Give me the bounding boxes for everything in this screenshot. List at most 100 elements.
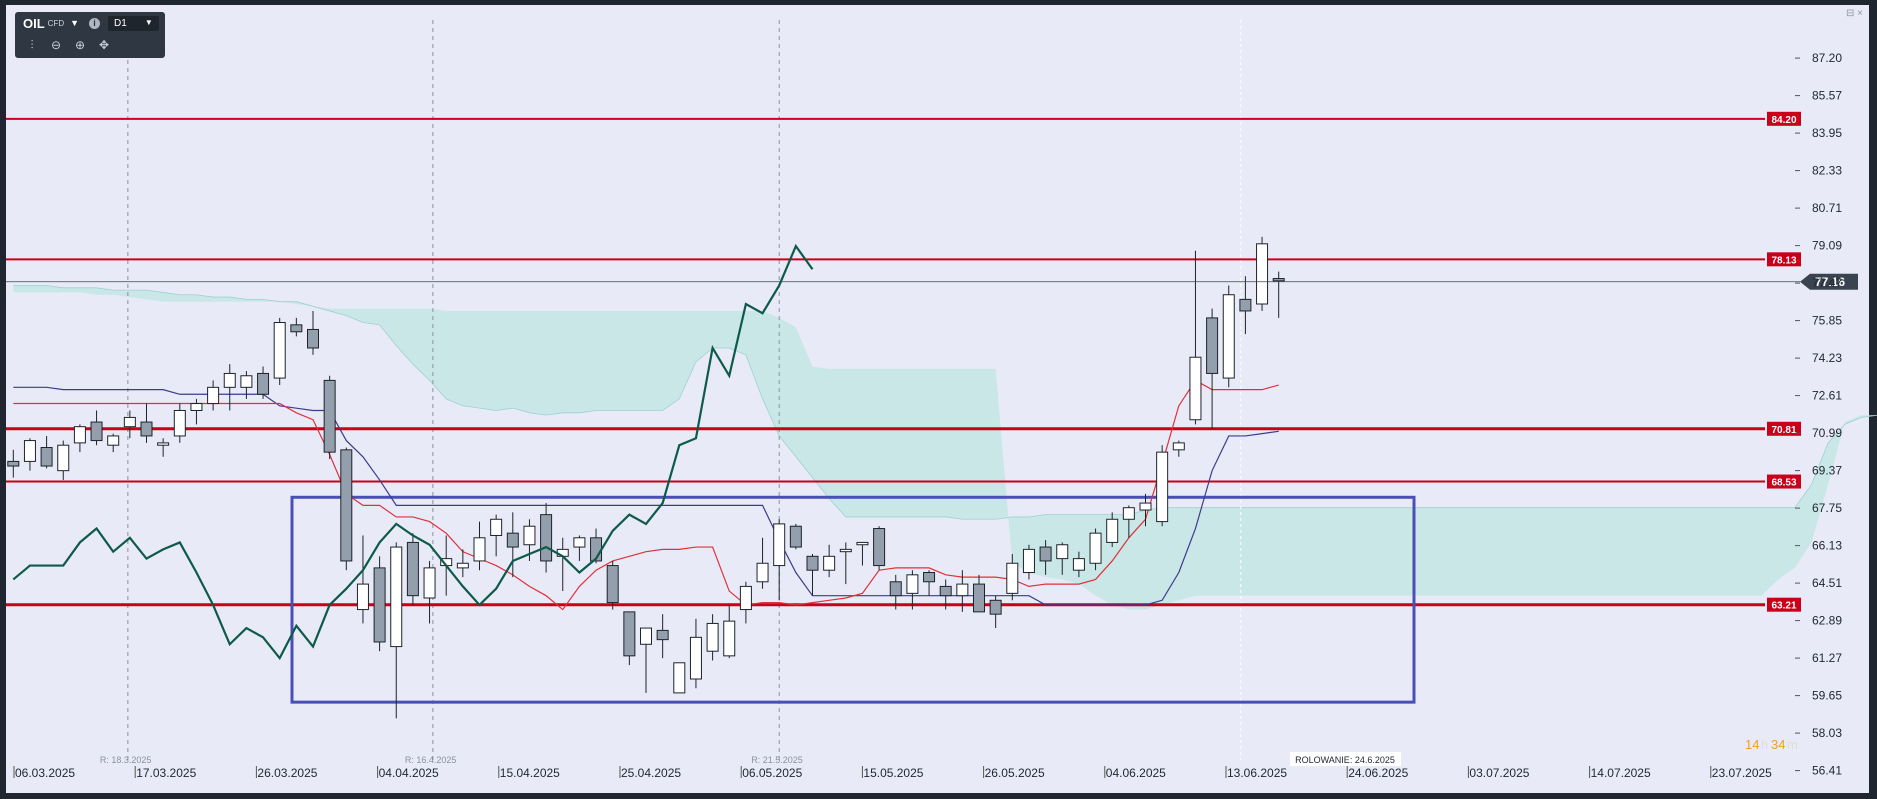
level-badge: [1767, 111, 1801, 126]
candle-down: [1272, 278, 1285, 282]
candle-down: [989, 599, 1002, 615]
candle-up: [57, 444, 70, 472]
candle-down: [1039, 546, 1052, 562]
window-controls[interactable]: ⊟ ×: [1846, 8, 1863, 19]
conversion-line: [13, 379, 1279, 611]
level-label: 63.21: [1771, 601, 1796, 612]
crosshair-icon[interactable]: ✥: [98, 38, 110, 52]
symbol-dropdown-icon[interactable]: ▼: [70, 18, 80, 28]
current-price-label: 77.16: [1815, 275, 1845, 289]
candle-up: [390, 546, 403, 648]
candle-up: [1122, 507, 1135, 520]
countdown-minutes: 34: [1771, 737, 1785, 752]
candle-down: [973, 583, 985, 613]
timeframe-label: D1: [114, 17, 127, 29]
x-tick-label: 04.04.2025: [379, 766, 439, 780]
candle-up: [1156, 451, 1169, 523]
x-tick-label: 24.06.2025: [1348, 766, 1408, 780]
candle-up: [956, 583, 969, 597]
x-tick-label: 26.03.2025: [257, 766, 317, 780]
y-tick-label: 64.51: [1812, 576, 1842, 590]
candle-down: [40, 447, 53, 467]
x-tick-label: 23.07.2025: [1712, 766, 1772, 780]
y-tick-label: 58.03: [1812, 726, 1842, 740]
y-tick-label: 82.33: [1812, 164, 1842, 178]
rollover-label: R: 18.3.2025: [100, 755, 152, 765]
candle-up: [1072, 558, 1085, 571]
y-tick-label: 75.85: [1812, 314, 1842, 328]
y-tick-label: 66.13: [1812, 539, 1842, 553]
y-tick-label: 70.99: [1812, 426, 1842, 440]
candle-down: [1206, 317, 1219, 374]
symbol-label[interactable]: OIL: [23, 15, 45, 31]
indicators-icon[interactable]: ⫶: [30, 37, 34, 52]
candle-down: [90, 421, 103, 442]
x-tick-label: 03.07.2025: [1469, 766, 1529, 780]
candle-down: [506, 532, 519, 548]
x-tick-label: 15.04.2025: [500, 766, 560, 780]
level-label: 68.53: [1771, 478, 1796, 489]
candle-up: [157, 442, 170, 446]
info-icon[interactable]: i: [89, 17, 101, 29]
candle-down: [623, 611, 636, 657]
candle-up: [456, 562, 469, 569]
x-tick-label: 25.04.2025: [621, 766, 681, 780]
current-price-badge: [1800, 273, 1858, 290]
candle-down: [806, 555, 819, 571]
y-tick-label: 77.47: [1812, 276, 1842, 290]
y-tick-label: 59.65: [1812, 689, 1842, 703]
candle-down: [290, 324, 303, 333]
candle-down: [656, 629, 669, 641]
chart-toolbar: OIL CFD ▼ i D1 ▼ ⫶ ⊖ ⊕ ✥: [15, 12, 165, 58]
candle-up: [273, 322, 286, 379]
candle-up: [123, 416, 136, 428]
x-tick-label: 17.03.2025: [136, 766, 196, 780]
rollover-note-bg: [1290, 752, 1401, 766]
level-label: 70.81: [1771, 425, 1796, 436]
symbol-type-label: CFD: [47, 18, 65, 28]
x-tick-label: 15.05.2025: [863, 766, 923, 780]
y-tick-label: 69.37: [1812, 464, 1842, 478]
level-badge: [1767, 252, 1801, 267]
candle-up: [190, 403, 203, 411]
candle-up: [173, 409, 186, 437]
candle-down: [873, 528, 886, 567]
candle-up: [856, 541, 869, 546]
candle-up: [223, 372, 236, 388]
y-tick-label: 85.57: [1812, 89, 1842, 103]
candle-up: [1056, 544, 1069, 560]
candle-down: [140, 421, 153, 437]
x-tick-label: 06.05.2025: [742, 766, 802, 780]
candle-up: [73, 426, 86, 444]
base-line: [13, 386, 1279, 606]
candle-up: [356, 583, 369, 611]
candle-up: [573, 537, 586, 548]
candle-up: [1172, 442, 1185, 451]
y-tick-label: 67.75: [1812, 501, 1842, 515]
candle-down: [889, 581, 902, 597]
candle-up: [640, 627, 652, 645]
candle-up: [839, 548, 852, 553]
candle-down: [1239, 298, 1252, 312]
candle-up: [723, 620, 736, 657]
zoom-out-icon[interactable]: ⊖: [50, 38, 62, 52]
y-tick-label: 74.23: [1812, 351, 1842, 365]
zoom-in-icon[interactable]: ⊕: [74, 38, 86, 52]
timeframe-dropdown-icon: ▼: [144, 17, 153, 27]
candle-up: [473, 537, 486, 562]
lagging-span: [12, 243, 814, 661]
level-badge: [1767, 421, 1801, 436]
level-badge: [1767, 597, 1801, 612]
timeframe-select[interactable]: D1 ▼: [108, 15, 159, 31]
candle-up: [423, 567, 436, 599]
y-tick-label: 83.95: [1812, 126, 1842, 140]
candle-up: [1106, 518, 1119, 543]
candle-down: [307, 328, 319, 349]
y-tick-label: 61.27: [1812, 651, 1842, 665]
candle-up: [689, 636, 702, 680]
candle-up: [490, 518, 503, 536]
countdown-m-unit: m: [1787, 737, 1798, 752]
x-tick-label: 26.05.2025: [985, 766, 1045, 780]
